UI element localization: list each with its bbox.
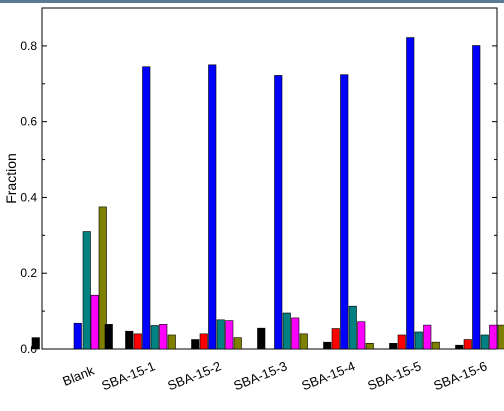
bar-sba-15-6-5 bbox=[497, 324, 504, 350]
bar-sba-15-5-1 bbox=[397, 334, 406, 350]
bar-sba-15-3-5 bbox=[299, 333, 308, 350]
bar-sba-15-5-4 bbox=[423, 324, 432, 350]
bar-sba-15-2-1 bbox=[199, 333, 208, 350]
bar-sba-15-2-4 bbox=[225, 320, 234, 350]
bar-sba-15-3-3 bbox=[282, 312, 291, 350]
bar-sba-15-6-4 bbox=[489, 324, 498, 350]
x-category-label: SBA-15-1 bbox=[99, 358, 157, 393]
bar-sba-15-3-0 bbox=[257, 327, 266, 350]
bar-blank-2 bbox=[82, 231, 91, 350]
x-category-label: SBA-15-2 bbox=[165, 358, 223, 393]
y-tick-label: 0.2 bbox=[20, 266, 37, 280]
bar-blank-0 bbox=[31, 337, 40, 350]
x-category-label: SBA-15-3 bbox=[231, 358, 289, 393]
bar-blank-1 bbox=[73, 322, 82, 350]
bar-sba-15-1-5 bbox=[167, 334, 176, 350]
x-category-label: SBA-15-6 bbox=[431, 358, 489, 393]
bar-sba-15-5-2 bbox=[406, 37, 415, 350]
x-category-label: SBA-15-4 bbox=[299, 358, 357, 393]
y-tick-label: 0.6 bbox=[20, 115, 37, 129]
bar-sba-15-5-3 bbox=[414, 331, 423, 350]
plot-frame bbox=[41, 7, 498, 350]
x-category-label: SBA-15-5 bbox=[365, 358, 423, 393]
bar-sba-15-4-1 bbox=[331, 328, 340, 350]
bar-sba-15-4-2 bbox=[340, 74, 349, 350]
bar-sba-15-2-0 bbox=[191, 339, 200, 350]
bar-sba-15-5-0 bbox=[389, 343, 398, 350]
bar-sba-15-1-3 bbox=[150, 325, 159, 350]
bar-sba-15-4-3 bbox=[348, 305, 357, 350]
bar-sba-15-1-0 bbox=[125, 330, 134, 350]
bar-sba-15-4-4 bbox=[357, 321, 366, 350]
bar-sba-15-4-5 bbox=[365, 343, 374, 350]
bar-sba-15-3-2 bbox=[274, 75, 283, 350]
bar-sba-15-2-5 bbox=[233, 337, 242, 350]
bar-blank-3 bbox=[90, 294, 99, 350]
bar-sba-15-1-1 bbox=[133, 333, 142, 350]
bar-sba-15-3-4 bbox=[291, 317, 300, 350]
bar-sba-15-6-3 bbox=[480, 334, 489, 350]
bar-sba-15-6-2 bbox=[472, 45, 481, 350]
y-tick-label: 0.8 bbox=[20, 39, 37, 53]
y-axis-title: Fraction bbox=[3, 153, 19, 204]
bar-sba-15-4-0 bbox=[323, 341, 332, 350]
bar-sba-15-6-1 bbox=[463, 339, 472, 350]
bar-sba-15-1-2 bbox=[142, 66, 151, 350]
top-border-line bbox=[0, 0, 504, 3]
bar-sba-15-6-0 bbox=[455, 344, 464, 350]
bar-sba-15-2-2 bbox=[208, 64, 217, 350]
bar-blank-5 bbox=[104, 324, 113, 350]
y-tick-label: 0.4 bbox=[20, 190, 37, 204]
bar-sba-15-5-5 bbox=[431, 341, 440, 350]
x-category-label: Blank bbox=[60, 363, 96, 389]
bar-sba-15-2-3 bbox=[216, 319, 225, 350]
bar-sba-15-1-4 bbox=[159, 324, 168, 350]
bar-blank-4 bbox=[98, 206, 107, 350]
